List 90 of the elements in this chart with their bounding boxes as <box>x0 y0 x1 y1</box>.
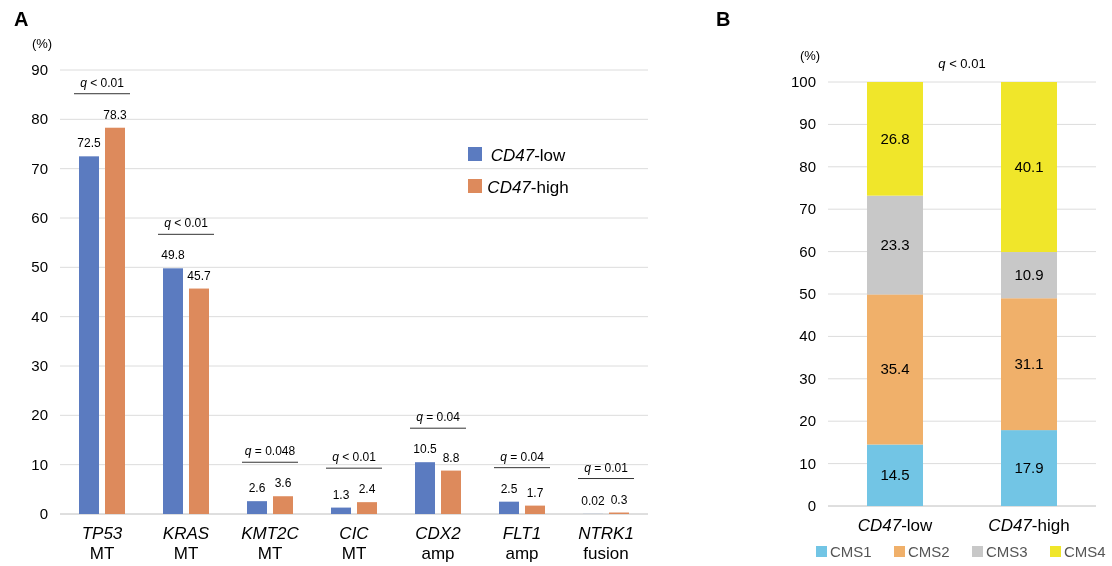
x-tick-label: CIC MT <box>339 524 370 563</box>
y-tick-label: 30 <box>799 369 816 387</box>
legend-label: CMS1 <box>830 543 872 560</box>
y-tick-label: 90 <box>799 115 816 133</box>
data-label: 10.5 <box>413 442 437 457</box>
y-axis-title: (%) <box>799 48 821 63</box>
annotation: q = 0.04 <box>416 410 461 425</box>
y-tick-label: 70 <box>31 159 48 177</box>
data-label: 35.4 <box>880 360 910 378</box>
bar <box>247 501 267 514</box>
legend-label: CD47-high <box>487 178 569 197</box>
data-label: 1.3 <box>332 487 350 502</box>
y-tick-label: 20 <box>31 406 48 424</box>
x-tick-label: KMT2C MT <box>241 524 300 563</box>
legend-label: CMS3 <box>986 543 1028 560</box>
bar <box>1001 82 1057 253</box>
x-tick-label: CD47-high <box>988 516 1070 535</box>
x-tick-label: CD47-low <box>857 516 934 535</box>
data-label: 49.8 <box>161 248 185 263</box>
bar <box>415 462 435 514</box>
y-tick-label: 90 <box>31 61 48 78</box>
bar <box>79 156 99 514</box>
data-label: 2.5 <box>500 481 518 496</box>
bar <box>867 444 923 506</box>
y-tick-label: 0 <box>39 505 48 522</box>
data-label: 31.1 <box>1014 355 1044 373</box>
bar <box>105 127 125 514</box>
y-tick-label: 20 <box>799 412 816 430</box>
y-tick-label: 60 <box>799 242 816 260</box>
annotation: q = 0.04 <box>500 449 545 464</box>
bar <box>273 496 293 514</box>
bar <box>1001 430 1057 506</box>
annotation: q < 0.01 <box>164 216 209 231</box>
bar <box>163 268 183 514</box>
data-label: 0.02 <box>581 493 605 508</box>
bar <box>357 502 377 514</box>
text: q < 0.01 <box>938 56 986 71</box>
data-label: 23.3 <box>880 236 910 254</box>
y-tick-label: 40 <box>799 327 816 345</box>
data-label: 10.9 <box>1014 266 1044 284</box>
annotation: q < 0.01 <box>80 75 125 90</box>
y-tick-label: 10 <box>799 454 816 472</box>
bar <box>189 288 209 514</box>
bar <box>867 82 923 196</box>
x-tick-label: KRAS MT <box>162 524 210 563</box>
data-label: 14.5 <box>880 466 910 484</box>
annotation: q = 0.048 <box>244 444 296 459</box>
legend-label: CD47-low <box>490 146 567 165</box>
y-tick-label: 100 <box>790 73 816 90</box>
y-tick-label: 60 <box>31 209 48 226</box>
data-label: 8.8 <box>442 450 460 465</box>
chart-title: B <box>716 8 731 30</box>
data-label: 0.3 <box>610 492 628 507</box>
legend-label: CMS2 <box>908 543 950 560</box>
annotation: q = 0.01 <box>584 460 629 475</box>
legend-label: CMS4 <box>1064 543 1106 560</box>
bar <box>1001 252 1057 299</box>
y-tick-label: 10 <box>31 455 48 473</box>
bar <box>331 507 351 514</box>
data-label: 45.7 <box>187 268 211 283</box>
y-axis-title: (%) <box>31 36 53 51</box>
bar <box>867 294 923 445</box>
data-label: 78.3 <box>103 107 127 122</box>
bar <box>441 470 461 514</box>
x-tick-label: CDX2 amp <box>415 524 462 563</box>
y-tick-label: 50 <box>799 285 816 302</box>
bar <box>867 195 923 295</box>
data-label: 3.6 <box>274 476 292 491</box>
bar <box>525 505 545 514</box>
chart-title: A <box>14 8 29 30</box>
y-tick-label: 0 <box>807 497 816 514</box>
x-tick-label: NTRK1 fusion <box>578 524 634 563</box>
bar <box>1001 298 1057 431</box>
data-label: 2.6 <box>248 481 266 496</box>
data-label: 72.5 <box>77 136 101 151</box>
y-tick-label: 50 <box>31 258 48 276</box>
data-label: 26.8 <box>880 129 910 147</box>
y-tick-label: 80 <box>31 110 48 128</box>
data-label: 1.7 <box>526 485 544 500</box>
y-tick-label: 80 <box>799 157 816 175</box>
annotation: q < 0.01 <box>332 450 377 465</box>
data-label: 2.4 <box>358 482 376 497</box>
x-tick-label: TP53 MT <box>81 524 123 563</box>
x-tick-label: FLT1 amp <box>502 524 542 563</box>
y-tick-label: 40 <box>31 307 48 325</box>
y-tick-label: 70 <box>799 200 816 218</box>
data-label: 17.9 <box>1014 459 1044 477</box>
data-label: 40.1 <box>1014 158 1044 176</box>
y-tick-label: 30 <box>31 357 48 374</box>
bar <box>499 501 519 514</box>
